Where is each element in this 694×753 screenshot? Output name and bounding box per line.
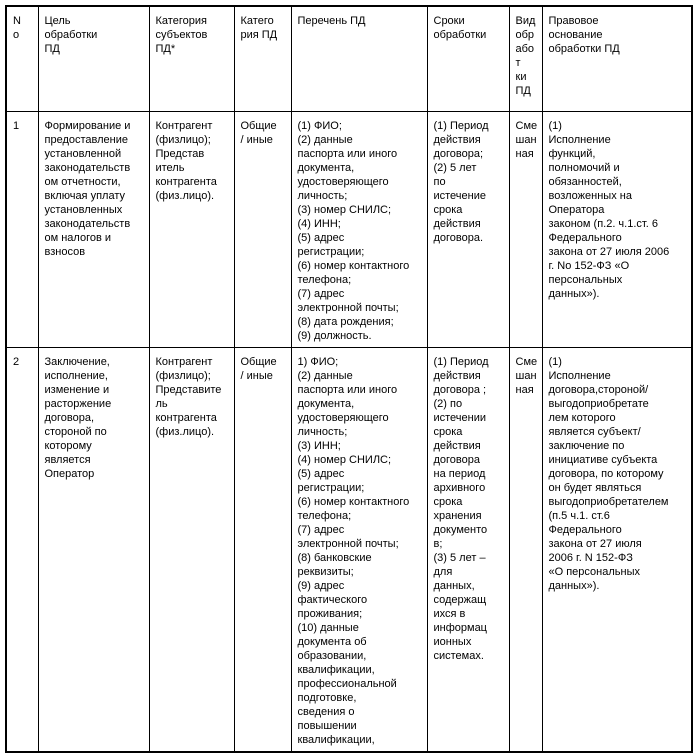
table-row-2: 2 Заключение, исполнение, изменение и ра… <box>5 346 693 752</box>
cell-category: Общие / иные <box>233 346 292 752</box>
cell-legal-basis: (1) Исполнение функций, полномочий и обя… <box>541 110 693 348</box>
cell-no: 1 <box>5 110 39 348</box>
cell-subjects: Контрагент (физлицо); Представите ль кон… <box>148 346 235 752</box>
header-cell-pd-list: Перечень ПД <box>290 5 428 112</box>
header-cell-category: Катего рия ПД <box>233 5 292 112</box>
header-cell-purpose: Цель обработки ПД <box>37 5 150 112</box>
cell-processing-type: Сме шан ная <box>508 110 543 348</box>
cell-pd-list: 1) ФИО; (2) данные паспорта или иного до… <box>290 346 428 752</box>
pd-processing-table: N o Цель обработки ПД Категория субъекто… <box>5 5 693 753</box>
header-cell-legal-basis: Правовое основание обработки ПД <box>541 5 693 112</box>
header-cell-subjects: Категория субъектов ПД* <box>148 5 235 112</box>
cell-terms: (1) Период действия договора; (2) 5 лет … <box>426 110 510 348</box>
cell-category: Общие / иные <box>233 110 292 348</box>
cell-purpose: Заключение, исполнение, изменение и раст… <box>37 346 150 752</box>
table-row-1: 1 Формирование и предоставление установл… <box>5 110 693 348</box>
cell-no: 2 <box>5 346 39 752</box>
cell-purpose: Формирование и предоставление установлен… <box>37 110 150 348</box>
cell-subjects: Контрагент (физлицо); Представ итель кон… <box>148 110 235 348</box>
cell-pd-list: (1) ФИО; (2) данные паспорта или иного д… <box>290 110 428 348</box>
cell-terms: (1) Период действия договора ; (2) по ис… <box>426 346 510 752</box>
header-cell-no: N o <box>5 5 39 112</box>
cell-legal-basis: (1) Исполнение договора,стороной/ выгодо… <box>541 346 693 752</box>
cell-processing-type: Сме шан ная <box>508 346 543 752</box>
table-header-row: N o Цель обработки ПД Категория субъекто… <box>5 5 693 112</box>
header-cell-processing-type: Вид обр абот ки ПД <box>508 5 543 112</box>
header-cell-terms: Сроки обработки <box>426 5 510 112</box>
